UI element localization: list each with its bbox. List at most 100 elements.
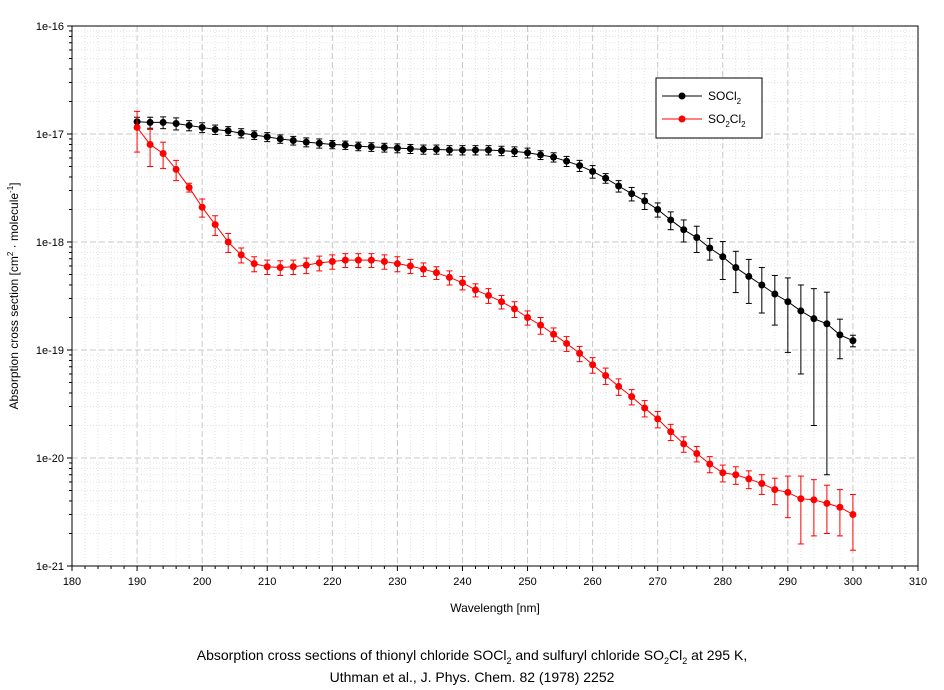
data-point [445,273,453,281]
data-point [836,503,844,511]
data-point [380,143,388,151]
data-point [250,260,258,268]
data-point [511,147,519,155]
data-point [589,167,597,175]
data-point [315,259,323,267]
data-point [276,264,284,272]
y-tick-label: 1e-19 [36,345,64,357]
data-point [576,162,584,170]
x-tick-label: 250 [518,576,536,588]
data-point [289,263,297,271]
x-tick-label: 260 [583,576,601,588]
x-tick-label: 300 [844,576,862,588]
data-point [810,496,818,504]
data-point [771,290,779,298]
legend-marker-socl2 [678,92,686,100]
series-so2cl2 [133,110,857,551]
data-point [667,216,675,224]
data-point [432,269,440,277]
series-socl2 [133,116,857,476]
y-tick-label: 1e-21 [36,561,64,573]
data-point [589,361,597,369]
series-layer [133,110,857,551]
x-tick-label: 240 [453,576,471,588]
legend-box [655,77,763,139]
data-point [263,263,271,271]
data-point [393,260,401,268]
data-point [471,146,479,154]
data-point [615,382,623,390]
data-point [732,471,740,479]
plot-frame [71,25,919,567]
data-point [354,256,362,264]
data-point [693,234,701,242]
data-point [797,495,805,503]
data-point [563,157,571,165]
x-tick-label: 310 [909,576,927,588]
data-point [406,145,414,153]
data-point [745,272,753,280]
data-point [849,337,857,345]
chart: 180 190 200 210 220 230 240 250 260 270 280 290 300 3… [6,21,928,615]
data-point [406,262,414,270]
data-point [524,313,532,321]
data-point [276,135,284,143]
data-point [172,165,180,173]
ticks [67,25,919,571]
legend-marker-so2cl2 [678,115,686,123]
data-point [393,144,401,152]
data-point [198,203,206,211]
data-point [758,480,766,488]
data-point [550,330,558,338]
data-point [315,139,323,147]
data-point [797,307,805,315]
data-point [159,118,167,126]
data-point [771,486,779,494]
data-point [602,372,610,380]
data-point [185,183,193,191]
x-tick-label: 230 [388,576,406,588]
data-point [237,251,245,259]
data-point [641,404,649,412]
data-point [432,145,440,153]
data-point [498,147,506,155]
data-point [380,257,388,265]
y-tick-labels: 1e-21 1e-20 1e-19 1e-18 1e-17 1e-16 [36,21,64,573]
data-point [341,256,349,264]
data-point [745,475,753,483]
data-point [328,257,336,265]
data-point [198,123,206,131]
data-point [823,320,831,328]
data-point [654,205,662,213]
data-point [628,190,636,198]
data-point [302,261,310,269]
data-point [237,129,245,137]
x-tick-label: 270 [649,576,667,588]
legend-label-so2cl2: SO2Cl2 [708,112,746,129]
x-tick-label: 290 [779,576,797,588]
data-point [810,315,818,323]
data-point [458,146,466,154]
data-point [445,146,453,154]
data-point [367,143,375,151]
data-point [602,174,610,182]
y-tick-label: 1e-16 [36,21,64,33]
data-point [419,145,427,153]
grid [72,26,918,566]
data-point [224,127,232,135]
data-point [732,264,740,272]
data-point [484,146,492,154]
data-point [511,305,519,313]
x-tick-label: 210 [258,576,276,588]
data-point [133,123,141,131]
data-point [263,133,271,141]
data-point [628,393,636,401]
data-point [211,126,219,134]
x-tick-label: 200 [193,576,211,588]
y-tick-label: 1e-20 [36,453,64,465]
data-point [146,140,154,148]
data-point [784,488,792,496]
caption-line-1: Absorption cross sections of thionyl chl… [196,647,748,666]
data-point [849,510,857,518]
data-point [524,149,532,157]
